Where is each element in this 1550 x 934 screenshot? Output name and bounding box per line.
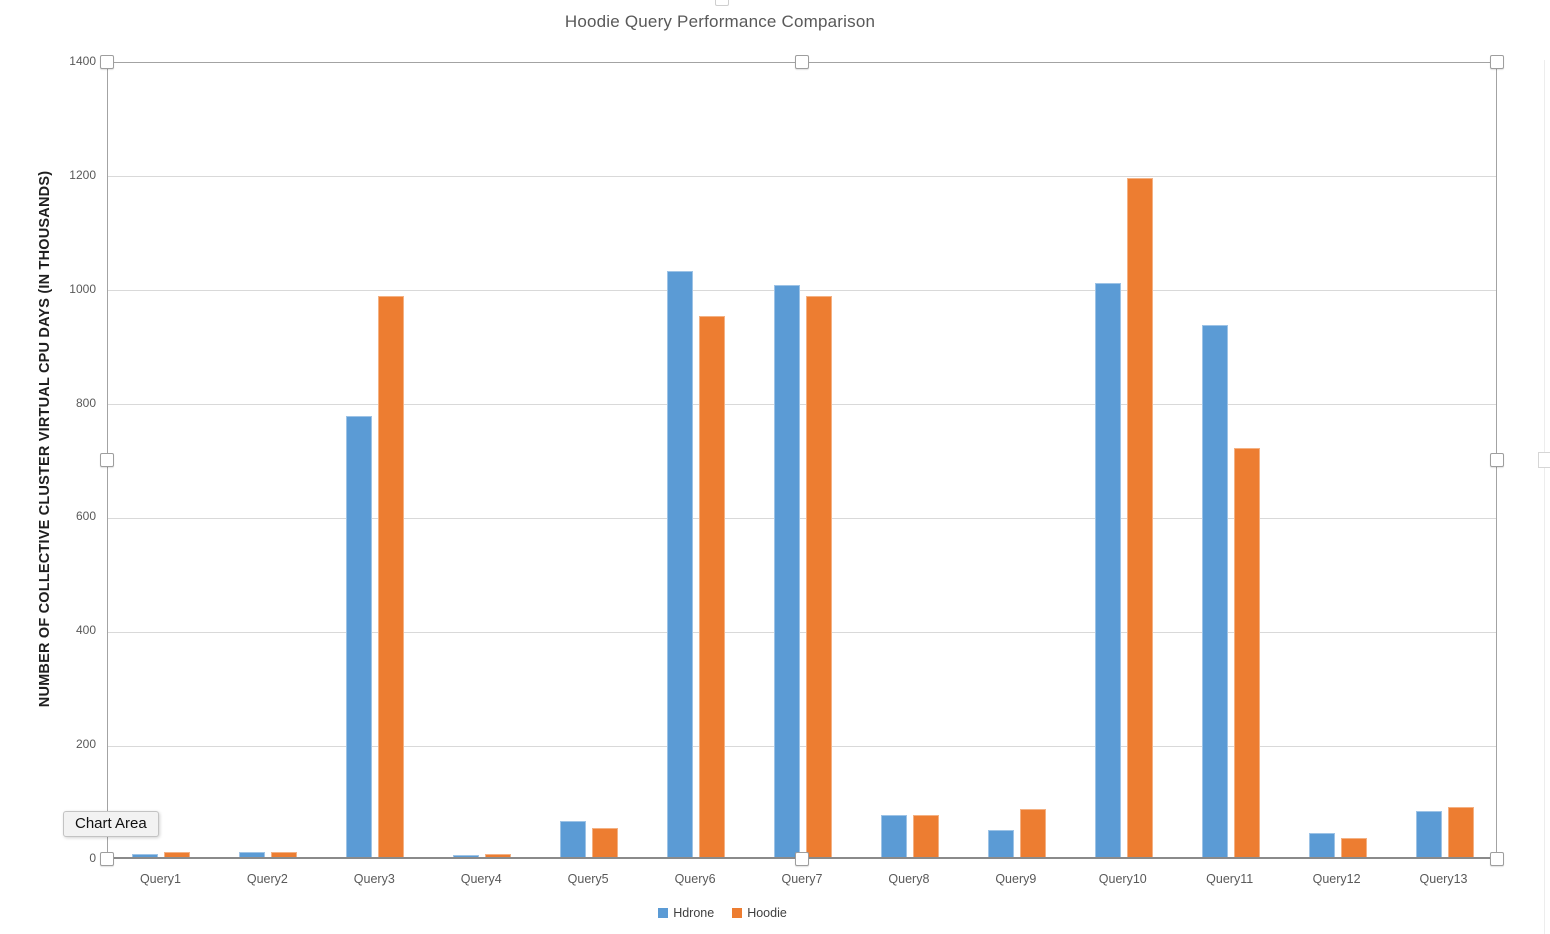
bar-hdrone-query10[interactable] <box>1094 283 1121 857</box>
plot-area[interactable] <box>107 62 1497 859</box>
y-tick-label-600[interactable]: 600 <box>75 509 96 524</box>
selection-handle-mid-right[interactable] <box>1490 453 1504 467</box>
bar-hoodie-query9[interactable] <box>1019 809 1046 857</box>
chart-area-tooltip: Chart Area <box>63 811 159 837</box>
chart-area-handle-top-center[interactable] <box>715 0 729 6</box>
y-tick-label-1400[interactable]: 1400 <box>69 54 96 68</box>
bar-hoodie-query12[interactable] <box>1340 838 1367 857</box>
bar-hdrone-query5[interactable] <box>560 821 587 857</box>
y-tick-label-400[interactable]: 400 <box>75 623 96 638</box>
x-category-label-query11[interactable]: Query11 <box>1206 872 1254 886</box>
x-category-label-query3[interactable]: Query3 <box>353 872 395 886</box>
bar-hdrone-query3[interactable] <box>346 415 373 857</box>
legend-label-hoodie: Hoodie <box>747 906 787 920</box>
bar-hdrone-query11[interactable] <box>1201 324 1228 857</box>
selection-handle-bottom-left[interactable] <box>100 852 114 866</box>
selection-handle-bottom-center[interactable] <box>795 852 809 866</box>
selection-handle-top-center[interactable] <box>795 55 809 69</box>
y-tick-label-1000[interactable]: 1000 <box>69 281 96 296</box>
bar-hdrone-query7[interactable] <box>774 284 800 857</box>
bar-hoodie-query10[interactable] <box>1126 177 1153 857</box>
y-tick-label-800[interactable]: 800 <box>75 395 96 410</box>
gridline-y-200 <box>108 745 1496 747</box>
y-tick-label-200[interactable]: 200 <box>75 737 96 752</box>
bar-hoodie-query2[interactable] <box>271 851 298 857</box>
legend-item-hdrone[interactable]: Hdrone <box>658 906 714 920</box>
bar-hoodie-query1[interactable] <box>164 851 191 857</box>
bar-hoodie-query5[interactable] <box>592 827 619 857</box>
bar-hoodie-query11[interactable] <box>1233 448 1260 857</box>
bar-hoodie-query4[interactable] <box>485 854 512 857</box>
gridline-y-800 <box>108 404 1496 406</box>
bar-hoodie-query3[interactable] <box>378 296 405 857</box>
gridline-y-1200 <box>108 176 1496 178</box>
bar-hoodie-query13[interactable] <box>1447 806 1474 857</box>
bar-hoodie-query6[interactable] <box>699 316 726 857</box>
x-category-label-query9[interactable]: Query9 <box>995 872 1037 886</box>
x-category-label-query10[interactable]: Query10 <box>1098 872 1147 886</box>
chart-title[interactable]: Hoodie Query Performance Comparison <box>564 12 876 31</box>
bar-hdrone-query8[interactable] <box>880 814 907 857</box>
x-category-label-query1[interactable]: Query1 <box>139 872 181 886</box>
x-category-label-query7[interactable]: Query7 <box>781 872 823 886</box>
bar-hdrone-query6[interactable] <box>667 270 694 857</box>
legend-label-hdrone: Hdrone <box>673 906 715 920</box>
chart-area-handle-mid-right[interactable] <box>1538 452 1550 468</box>
y-tick-label-0[interactable]: 0 <box>89 851 96 865</box>
chart-area-right-border <box>1544 60 1545 934</box>
x-category-label-query5[interactable]: Query5 <box>567 872 609 886</box>
bar-hdrone-query9[interactable] <box>987 830 1014 857</box>
y-axis-title[interactable]: NUMBER OF COLLECTIVE CLUSTER VIRTUAL CPU… <box>37 170 53 708</box>
x-category-label-query8[interactable]: Query8 <box>888 872 930 886</box>
legend-item-hoodie[interactable]: Hoodie <box>732 906 787 920</box>
selection-handle-top-right[interactable] <box>1490 55 1504 69</box>
gridline-y-600 <box>108 517 1496 519</box>
x-category-label-query12[interactable]: Query12 <box>1312 872 1361 886</box>
bar-hdrone-query2[interactable] <box>239 851 266 857</box>
legend-swatch-hoodie <box>732 908 743 918</box>
bar-hdrone-query12[interactable] <box>1308 833 1335 857</box>
x-category-label-query6[interactable]: Query6 <box>674 872 716 886</box>
gridline-y-400 <box>108 631 1496 633</box>
selection-handle-mid-left[interactable] <box>100 453 114 467</box>
selection-handle-top-left[interactable] <box>100 55 114 69</box>
bar-hoodie-query8[interactable] <box>912 815 939 857</box>
y-tick-label-1200[interactable]: 1200 <box>69 167 96 182</box>
bar-hdrone-query4[interactable] <box>453 854 480 857</box>
x-category-label-query4[interactable]: Query4 <box>460 872 502 886</box>
legend-swatch-hdrone <box>658 908 669 918</box>
selection-handle-bottom-right[interactable] <box>1490 852 1504 866</box>
bar-hdrone-query13[interactable] <box>1415 811 1442 857</box>
bar-hoodie-query7[interactable] <box>806 296 832 857</box>
gridline-y-1000 <box>108 290 1496 292</box>
legend[interactable]: Hdrone Hoodie <box>0 906 1445 920</box>
x-category-label-query2[interactable]: Query2 <box>246 872 288 886</box>
bar-hdrone-query1[interactable] <box>132 854 159 857</box>
x-category-label-query13[interactable]: Query13 <box>1419 872 1468 886</box>
